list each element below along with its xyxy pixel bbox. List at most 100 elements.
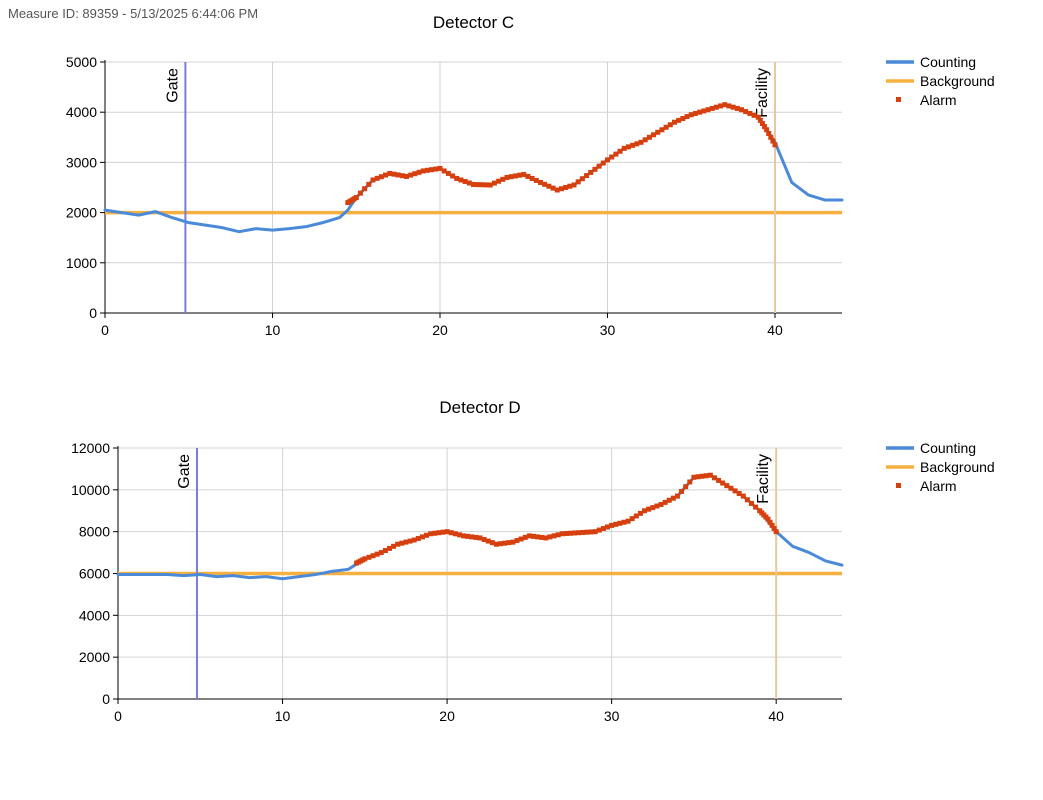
alarm-point: [408, 172, 414, 178]
alarm-point: [554, 187, 560, 193]
x-tick-label: 20: [439, 708, 455, 724]
alarm-point: [383, 172, 389, 178]
alarm-point: [600, 526, 606, 532]
legend-label-alarm: Alarm: [920, 478, 957, 494]
alarm-point: [666, 497, 672, 503]
x-tick-label: 0: [101, 322, 109, 338]
alarm-point: [424, 532, 430, 538]
alarm-point: [720, 480, 726, 486]
alarm-point: [609, 522, 615, 528]
alarm-point: [382, 547, 388, 553]
y-tick-label: 3000: [66, 154, 97, 170]
alarm-point: [547, 534, 553, 540]
alarm-point: [485, 538, 491, 544]
alarm-point: [596, 527, 602, 533]
alarm-point: [629, 516, 635, 522]
alarm-point: [680, 115, 686, 121]
alarm-point: [650, 505, 656, 511]
alarm-point: [713, 104, 719, 110]
alarm-point: [759, 120, 765, 126]
alarm-point: [592, 529, 598, 535]
alarm-point: [483, 182, 489, 188]
alarm-point: [387, 170, 393, 176]
alarm-point: [387, 545, 392, 551]
alarm-point: [542, 181, 548, 187]
alarm-point: [441, 168, 447, 174]
alarm-point: [667, 122, 673, 128]
alarm-point: [506, 540, 512, 546]
y-tick-label: 5000: [66, 54, 97, 70]
alarm-point: [588, 169, 594, 175]
alarm-point: [458, 177, 464, 183]
alarm-point: [572, 530, 578, 536]
alarm-point: [469, 534, 475, 540]
alarm-point: [362, 556, 368, 562]
alarm-point: [679, 488, 685, 494]
alarm-point: [479, 182, 485, 188]
alarm-point: [504, 174, 510, 180]
alarm-point: [711, 475, 717, 481]
alarm-point: [701, 108, 707, 114]
alarm-point: [374, 551, 380, 557]
chart-title: Detector D: [439, 398, 520, 417]
alarm-point: [580, 529, 586, 535]
alarm-point: [757, 117, 763, 123]
alarm-point: [767, 519, 773, 525]
alarm-point: [609, 154, 615, 160]
chart-1: Detector D 0 2000 4000 6000 8000 10000 12000 0 10…: [71, 398, 995, 724]
y-tick-label: 10000: [71, 482, 110, 498]
alarm-point: [521, 171, 527, 177]
alarm-point: [471, 181, 476, 187]
x-tick-label: 0: [114, 708, 122, 724]
marker-label-gate: Gate: [164, 68, 181, 103]
chart-0: Detector C 0 1000 2000 3000 4000 5000 0 10 20 30 40…: [66, 13, 995, 338]
alarm-point: [613, 151, 619, 157]
alarm-point: [751, 112, 757, 118]
alarm-point: [576, 530, 582, 536]
alarm-point: [687, 479, 693, 485]
alarm-point: [726, 103, 732, 109]
legend-label-counting: Counting: [920, 440, 976, 456]
alarm-point: [370, 553, 376, 559]
alarm-point: [625, 144, 631, 150]
alarm-point: [579, 176, 585, 182]
marker-label-facility: Facility: [754, 68, 771, 118]
x-tick-label: 30: [600, 322, 616, 338]
alarm-point: [766, 131, 772, 137]
alarm-point: [461, 533, 467, 539]
alarm-point: [428, 531, 434, 537]
alarm-point: [391, 543, 397, 549]
alarm-point: [739, 107, 744, 113]
alarm-point: [684, 114, 690, 120]
alarm-point: [407, 538, 413, 544]
alarm-point: [749, 500, 754, 506]
alarm-point: [747, 110, 753, 116]
alarm-point: [699, 473, 705, 479]
alarm-point: [646, 506, 652, 512]
alarm-point: [728, 485, 734, 491]
alarm-point: [734, 105, 740, 111]
alarm-point: [768, 134, 774, 140]
x-tick-label: 40: [768, 708, 784, 724]
alarm-point: [526, 533, 532, 539]
y-tick-label: 4000: [79, 607, 110, 623]
alarm-point: [529, 175, 535, 181]
alarm-point: [732, 488, 738, 494]
alarm-point: [762, 124, 768, 130]
alarm-point: [592, 166, 598, 172]
alarm-point: [518, 536, 524, 542]
x-tick-label: 40: [767, 322, 783, 338]
alarm-point: [555, 532, 561, 538]
alarm-point: [588, 529, 594, 535]
alarm-point: [473, 534, 479, 540]
alarm-point: [429, 167, 435, 173]
alarm-point: [395, 172, 401, 178]
alarm-point: [707, 472, 713, 478]
alarm-point: [605, 524, 611, 530]
y-tick-label: 2000: [79, 649, 110, 665]
alarm-point: [563, 530, 569, 536]
alarm-point: [771, 526, 777, 532]
alarm-point: [445, 170, 451, 176]
alarm-point: [724, 483, 730, 489]
alarm-point: [730, 104, 736, 110]
